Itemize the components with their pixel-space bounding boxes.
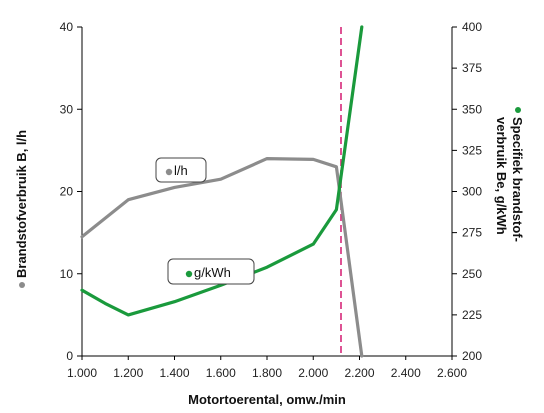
callout-gkwh: g/kWh (167, 258, 255, 285)
y-left-tick-label: 30 (60, 102, 74, 116)
y-right-tick-label: 275 (462, 226, 482, 240)
right-axis-title-dot (515, 107, 521, 113)
left-axis-title-group: Brandstofverbruik B, l/h (14, 130, 29, 288)
series-line-1 (80, 25, 364, 317)
x-axis-title: Motortoerental, omw./min (188, 392, 346, 407)
y-right-tick-label: 375 (462, 61, 482, 75)
x-tick-label: 2.000 (298, 366, 328, 380)
y-right-tick-label: 300 (462, 185, 482, 199)
right-axis-title-line2: verbruik Be, g/kWh (494, 117, 509, 235)
y-right-tick-label: 250 (462, 267, 482, 281)
x-tick-label: 2.400 (391, 366, 421, 380)
right-axis-title-group: Specifiek brandstof- verbruik Be, g/kWh (494, 107, 525, 242)
x-tick-label: 1.400 (159, 366, 189, 380)
callout-lh-dot (165, 168, 173, 176)
left-axis-title: Brandstofverbruik B, l/h (14, 130, 29, 278)
callout-gkwh-box (167, 258, 255, 285)
callout-lh-box (155, 157, 207, 183)
y-left-tick-label: 20 (60, 185, 74, 199)
y-left-tick-label: 10 (60, 267, 74, 281)
y-right-tick-label: 225 (462, 308, 482, 322)
x-ticks: 1.000 1.200 1.400 1.600 1.800 2.000 2.200 2.400… (67, 356, 467, 380)
y-right-tick-label: 200 (462, 349, 482, 363)
callout-gkwh-dot (185, 270, 193, 278)
right-axis-title-line1: Specifiek brandstof- (510, 117, 525, 242)
series-line-0 (80, 157, 364, 358)
left-axis-title-dot (19, 282, 25, 288)
y-right-tick-label: 350 (462, 102, 482, 116)
y-right-tick-label: 325 (462, 143, 482, 157)
y-right-ticks: 200 225 250 275 300 325 350 375 400 (452, 20, 482, 363)
callout-lh: l/h (155, 157, 207, 183)
callout-lh-label: l/h (174, 163, 188, 178)
x-tick-label: 2.600 (437, 366, 467, 380)
y-left-tick-label: 40 (60, 20, 74, 34)
y-left-ticks: 0 10 20 30 40 (60, 20, 82, 363)
y-right-tick-label: 400 (462, 20, 482, 34)
x-tick-label: 1.600 (206, 366, 236, 380)
x-tick-label: 1.200 (113, 366, 143, 380)
x-tick-label: 2.200 (344, 366, 374, 380)
x-tick-label: 1.800 (252, 366, 282, 380)
callout-gkwh-label: g/kWh (194, 265, 231, 280)
x-tick-label: 1.000 (67, 366, 97, 380)
y-left-tick-label: 0 (66, 349, 73, 363)
series-layer (80, 25, 364, 358)
